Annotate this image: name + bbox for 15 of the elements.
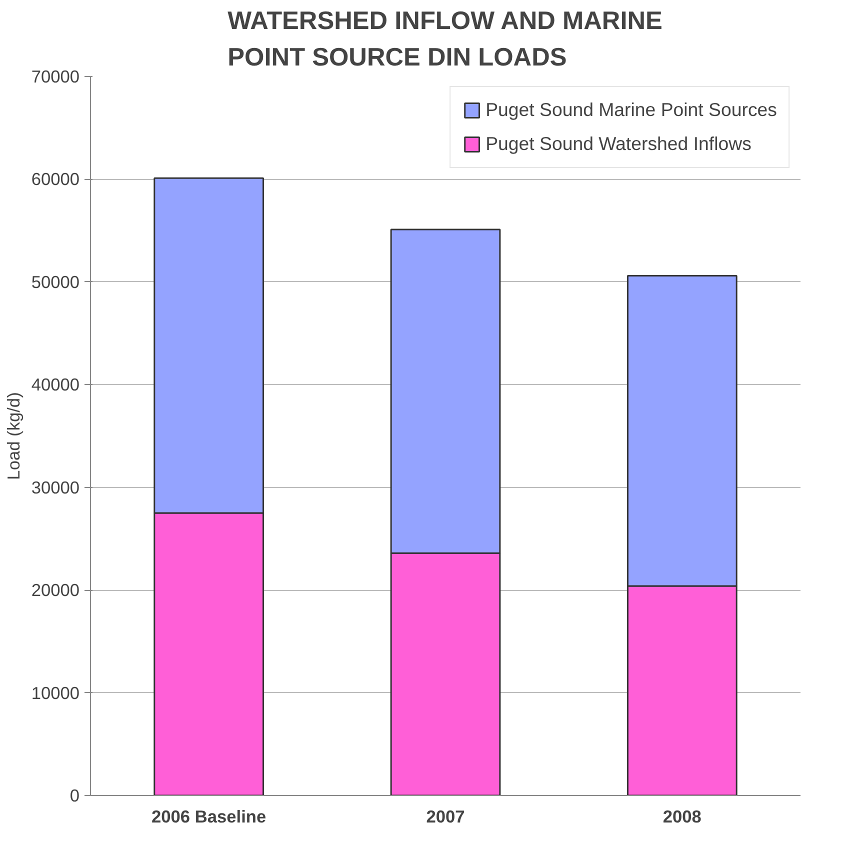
- chart-title: WATERSHED INFLOW AND MARINE POINT SOURCE DIN LOADS: [228, 7, 662, 72]
- legend-label: Puget Sound Marine Point Sources: [486, 99, 777, 121]
- y-axis-title: Load (kg/d): [3, 392, 24, 480]
- y-tick-label: 70000: [31, 66, 80, 86]
- x-tick-label: 2008: [662, 806, 702, 826]
- legend-label: Puget Sound Watershed Inflows: [486, 133, 752, 155]
- y-tick-label: 40000: [31, 374, 80, 395]
- y-tick-label: 0: [70, 786, 80, 806]
- y-tick-label: 60000: [31, 169, 80, 190]
- y-tick-label: 50000: [31, 272, 80, 292]
- x-tick-label: 2007: [426, 806, 465, 826]
- y-tick-label: 30000: [31, 477, 80, 498]
- y-tick-label: 10000: [31, 682, 80, 703]
- y-tick-label: 20000: [31, 580, 80, 600]
- x-tick-label: 2006 Baseline: [152, 806, 267, 826]
